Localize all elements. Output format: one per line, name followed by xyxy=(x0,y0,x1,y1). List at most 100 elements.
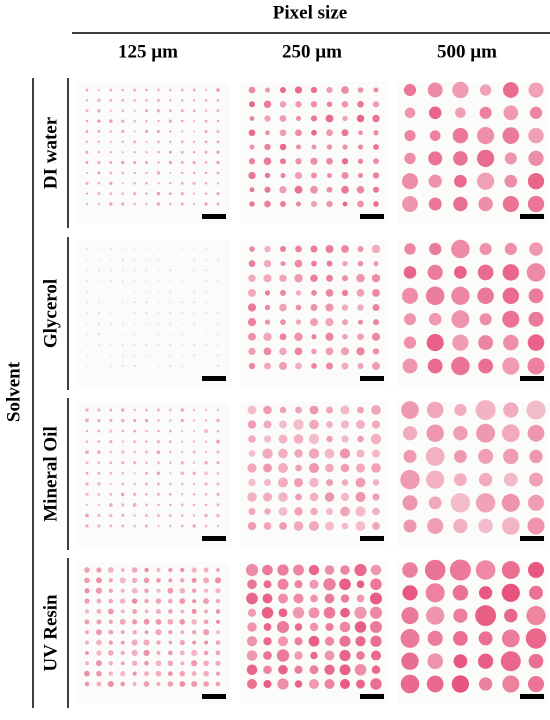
printed-dot xyxy=(427,264,443,281)
printed-dot xyxy=(263,522,272,530)
printed-dot xyxy=(450,493,471,513)
printed-dot xyxy=(216,181,220,185)
printed-dot xyxy=(168,160,173,165)
printed-dot xyxy=(180,578,185,583)
printed-dot xyxy=(133,354,136,357)
printed-dot xyxy=(193,322,196,325)
printed-dot xyxy=(327,173,332,178)
printed-dot xyxy=(157,269,160,271)
printed-dot xyxy=(109,269,112,272)
printed-dot xyxy=(249,246,255,252)
sample-image xyxy=(398,81,548,224)
printed-dot xyxy=(193,290,196,293)
image-background xyxy=(398,402,548,546)
printed-dot xyxy=(248,478,256,487)
printed-dot xyxy=(97,408,101,412)
printed-dot xyxy=(181,450,184,454)
scale-bar xyxy=(202,214,226,219)
printed-dot xyxy=(309,679,319,689)
printed-dot xyxy=(369,592,383,605)
printed-dot xyxy=(324,664,335,675)
printed-dot xyxy=(133,472,136,475)
printed-dot xyxy=(401,652,419,670)
printed-dot xyxy=(121,429,125,433)
printed-dot xyxy=(248,260,256,267)
printed-dot xyxy=(86,333,88,335)
printed-dot xyxy=(216,119,220,123)
printed-dot xyxy=(263,157,272,166)
printed-dot xyxy=(372,101,380,108)
printed-dot xyxy=(325,303,334,312)
printed-dot xyxy=(279,115,287,122)
printed-dot xyxy=(180,630,185,635)
printed-dot xyxy=(263,405,272,415)
printed-dot xyxy=(529,449,543,464)
printed-dot xyxy=(145,181,148,185)
printed-dot xyxy=(133,192,137,196)
printed-dot xyxy=(145,503,149,507)
printed-dot xyxy=(97,322,101,325)
printed-dot xyxy=(145,322,148,325)
printed-dot xyxy=(401,607,419,625)
printed-dot xyxy=(169,461,172,464)
printed-dot xyxy=(157,98,160,102)
printed-dot xyxy=(169,182,172,185)
printed-dot xyxy=(107,608,114,615)
printed-dot xyxy=(192,514,196,517)
printed-dot xyxy=(426,470,445,489)
printed-dot xyxy=(451,239,470,259)
printed-dot xyxy=(478,448,494,464)
printed-dot xyxy=(370,678,382,690)
printed-dot xyxy=(310,274,318,283)
printed-dot xyxy=(98,258,100,261)
printed-dot xyxy=(325,622,334,632)
printed-dot xyxy=(98,248,100,250)
printed-dot xyxy=(193,140,196,143)
printed-dot xyxy=(216,192,220,196)
printed-dot xyxy=(180,471,185,476)
printed-dot xyxy=(245,563,259,577)
printed-dot xyxy=(85,109,89,113)
printed-dot xyxy=(504,152,517,165)
printed-dot xyxy=(429,242,442,256)
printed-dot xyxy=(121,290,124,293)
printed-dot xyxy=(85,99,89,102)
printed-dot xyxy=(279,100,287,108)
printed-dot xyxy=(132,608,138,614)
printed-dot xyxy=(120,609,125,614)
printed-dot xyxy=(294,259,303,268)
printed-dot xyxy=(295,406,302,414)
printed-dot xyxy=(325,463,334,473)
printed-dot xyxy=(341,100,349,108)
printed-dot xyxy=(401,401,419,419)
printed-dot xyxy=(133,248,136,250)
printed-dot xyxy=(121,182,124,185)
printed-dot xyxy=(326,157,333,165)
printed-dot xyxy=(217,279,219,282)
printed-dot xyxy=(156,471,161,476)
printed-dot xyxy=(355,521,366,531)
printed-dot xyxy=(121,129,125,134)
printed-dot xyxy=(326,129,333,137)
printed-dot xyxy=(372,348,380,355)
printed-dot xyxy=(280,319,286,325)
printed-dot xyxy=(246,664,258,676)
printed-dot xyxy=(341,479,349,486)
printed-dot xyxy=(356,449,365,458)
printed-dot xyxy=(85,450,89,455)
printed-dot xyxy=(203,629,210,636)
printed-dot xyxy=(85,408,89,412)
printed-dot xyxy=(216,630,220,635)
printed-dot xyxy=(341,245,349,253)
printed-dot xyxy=(215,598,221,604)
printed-dot xyxy=(503,105,519,121)
printed-dot xyxy=(280,201,286,207)
printed-dot xyxy=(204,440,208,443)
printed-dot xyxy=(181,301,184,304)
printed-dot xyxy=(84,670,90,677)
printed-dot xyxy=(453,151,468,166)
printed-dot xyxy=(263,651,272,660)
printed-dot xyxy=(295,290,302,296)
printed-dot xyxy=(479,106,492,119)
